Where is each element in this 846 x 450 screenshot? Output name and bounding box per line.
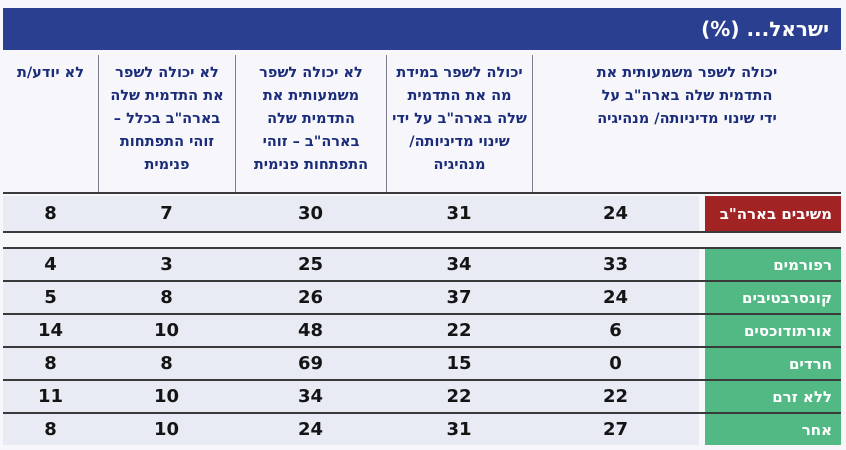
value-cell: 10 (153, 386, 180, 407)
row-values: 6 22 48 10 14 (3, 315, 699, 346)
value-cell: 22 (446, 386, 472, 407)
row-label-no-denomination: ללא זרם (705, 381, 841, 412)
row-values: 33 34 25 3 4 (3, 249, 699, 280)
value-cell: 48 (297, 320, 324, 341)
row-label-haredi: חרדים (705, 348, 841, 379)
value-cell: 10 (153, 320, 180, 341)
value-cell: 24 (297, 419, 324, 440)
column-header-text: יכולה לשפר משמעותית את התדמית שלה בארה"ב… (596, 65, 778, 127)
value-cell: 8 (160, 287, 173, 308)
value-cell: 11 (37, 386, 64, 407)
us-respondents-group: משיבים בארה"ב 24 31 30 7 8 (3, 196, 841, 233)
column-header-text: לא יכולה לשפר משמעותית את התדמית שלה באר… (253, 65, 369, 173)
row-values: 24 31 30 7 8 (3, 196, 699, 231)
value-cell: 3 (160, 254, 173, 275)
value-cell: 26 (297, 287, 324, 308)
column-header-improve-somewhat: יכולה לשפר במידת מה את התדמית שלה בארה"ב… (386, 55, 532, 192)
table-row-us-respondents: משיבים בארה"ב 24 31 30 7 8 (3, 196, 841, 233)
value-cell: 33 (602, 254, 629, 275)
value-cell: 30 (297, 203, 324, 224)
value-cell: 25 (297, 254, 324, 275)
row-values: 24 37 26 8 5 (3, 282, 699, 313)
page-title: ישראל... (%) (701, 17, 829, 41)
value-cell: 69 (297, 353, 324, 374)
value-cell: 34 (446, 254, 472, 275)
column-header-text: יכולה לשפר במידת מה את התדמית שלה בארה"ב… (392, 65, 527, 173)
value-cell: 37 (446, 287, 472, 308)
value-cell: 8 (160, 353, 173, 374)
value-cell: 4 (44, 254, 57, 275)
row-label-reform: רפורמים (705, 249, 841, 280)
value-cell: 27 (602, 419, 629, 440)
value-cell: 8 (44, 419, 57, 440)
table-row-no-denomination: ללא זרם 22 22 34 10 11 (3, 381, 841, 414)
value-cell: 0 (609, 353, 622, 374)
value-cell: 10 (153, 419, 180, 440)
value-cell: 34 (297, 386, 324, 407)
group-separator (3, 233, 841, 247)
value-cell: 24 (602, 287, 629, 308)
row-label-us-respondents: משיבים בארה"ב (705, 196, 841, 231)
value-cell: 14 (37, 320, 64, 341)
table-row-orthodox: אורתודוכסים 6 22 48 10 14 (3, 315, 841, 348)
column-header-text: לא יודע/ת (16, 65, 84, 81)
value-cell: 7 (160, 203, 173, 224)
value-cell: 5 (44, 287, 57, 308)
value-cell: 8 (44, 353, 57, 374)
column-header-improve-significantly: יכולה לשפר משמעותית את התדמית שלה בארה"ב… (532, 55, 841, 192)
table-row-other: אחר 27 31 24 10 8 (3, 414, 841, 445)
column-header-cannot-improve-significantly: לא יכולה לשפר משמעותית את התדמית שלה באר… (235, 55, 386, 192)
column-header-cannot-improve-at-all: לא יכולה לשפר את התדמית שלה בארה"ב בכלל … (98, 55, 235, 192)
row-values: 27 31 24 10 8 (3, 414, 699, 445)
value-cell: 22 (446, 320, 472, 341)
row-values: 22 22 34 10 11 (3, 381, 699, 412)
value-cell: 15 (446, 353, 472, 374)
table-row-conservative: קונסרבטיבים 24 37 26 8 5 (3, 282, 841, 315)
value-cell: 24 (602, 203, 629, 224)
denominations-group: רפורמים 33 34 25 3 4 קונסרבטיבים 24 37 2… (3, 247, 841, 445)
value-cell: 22 (602, 386, 629, 407)
row-values: 0 15 69 8 8 (3, 348, 699, 379)
value-cell: 8 (44, 203, 57, 224)
row-label-conservative: קונסרבטיבים (705, 282, 841, 313)
row-label-orthodox: אורתודוכסים (705, 315, 841, 346)
table-row-haredi: חרדים 0 15 69 8 8 (3, 348, 841, 381)
row-label-other: אחר (705, 414, 841, 445)
table-row-reform: רפורמים 33 34 25 3 4 (3, 249, 841, 282)
column-header-dont-know: לא יודע/ת (3, 55, 98, 192)
value-cell: 31 (446, 419, 472, 440)
table-header-row: יכולה לשפר משמעותית את התדמית שלה בארה"ב… (3, 55, 841, 194)
title-bar: ישראל... (%) (3, 8, 841, 50)
column-header-text: לא יכולה לשפר את התדמית שלה בארה"ב בכלל … (110, 65, 224, 173)
value-cell: 31 (446, 203, 472, 224)
value-cell: 6 (609, 320, 622, 341)
